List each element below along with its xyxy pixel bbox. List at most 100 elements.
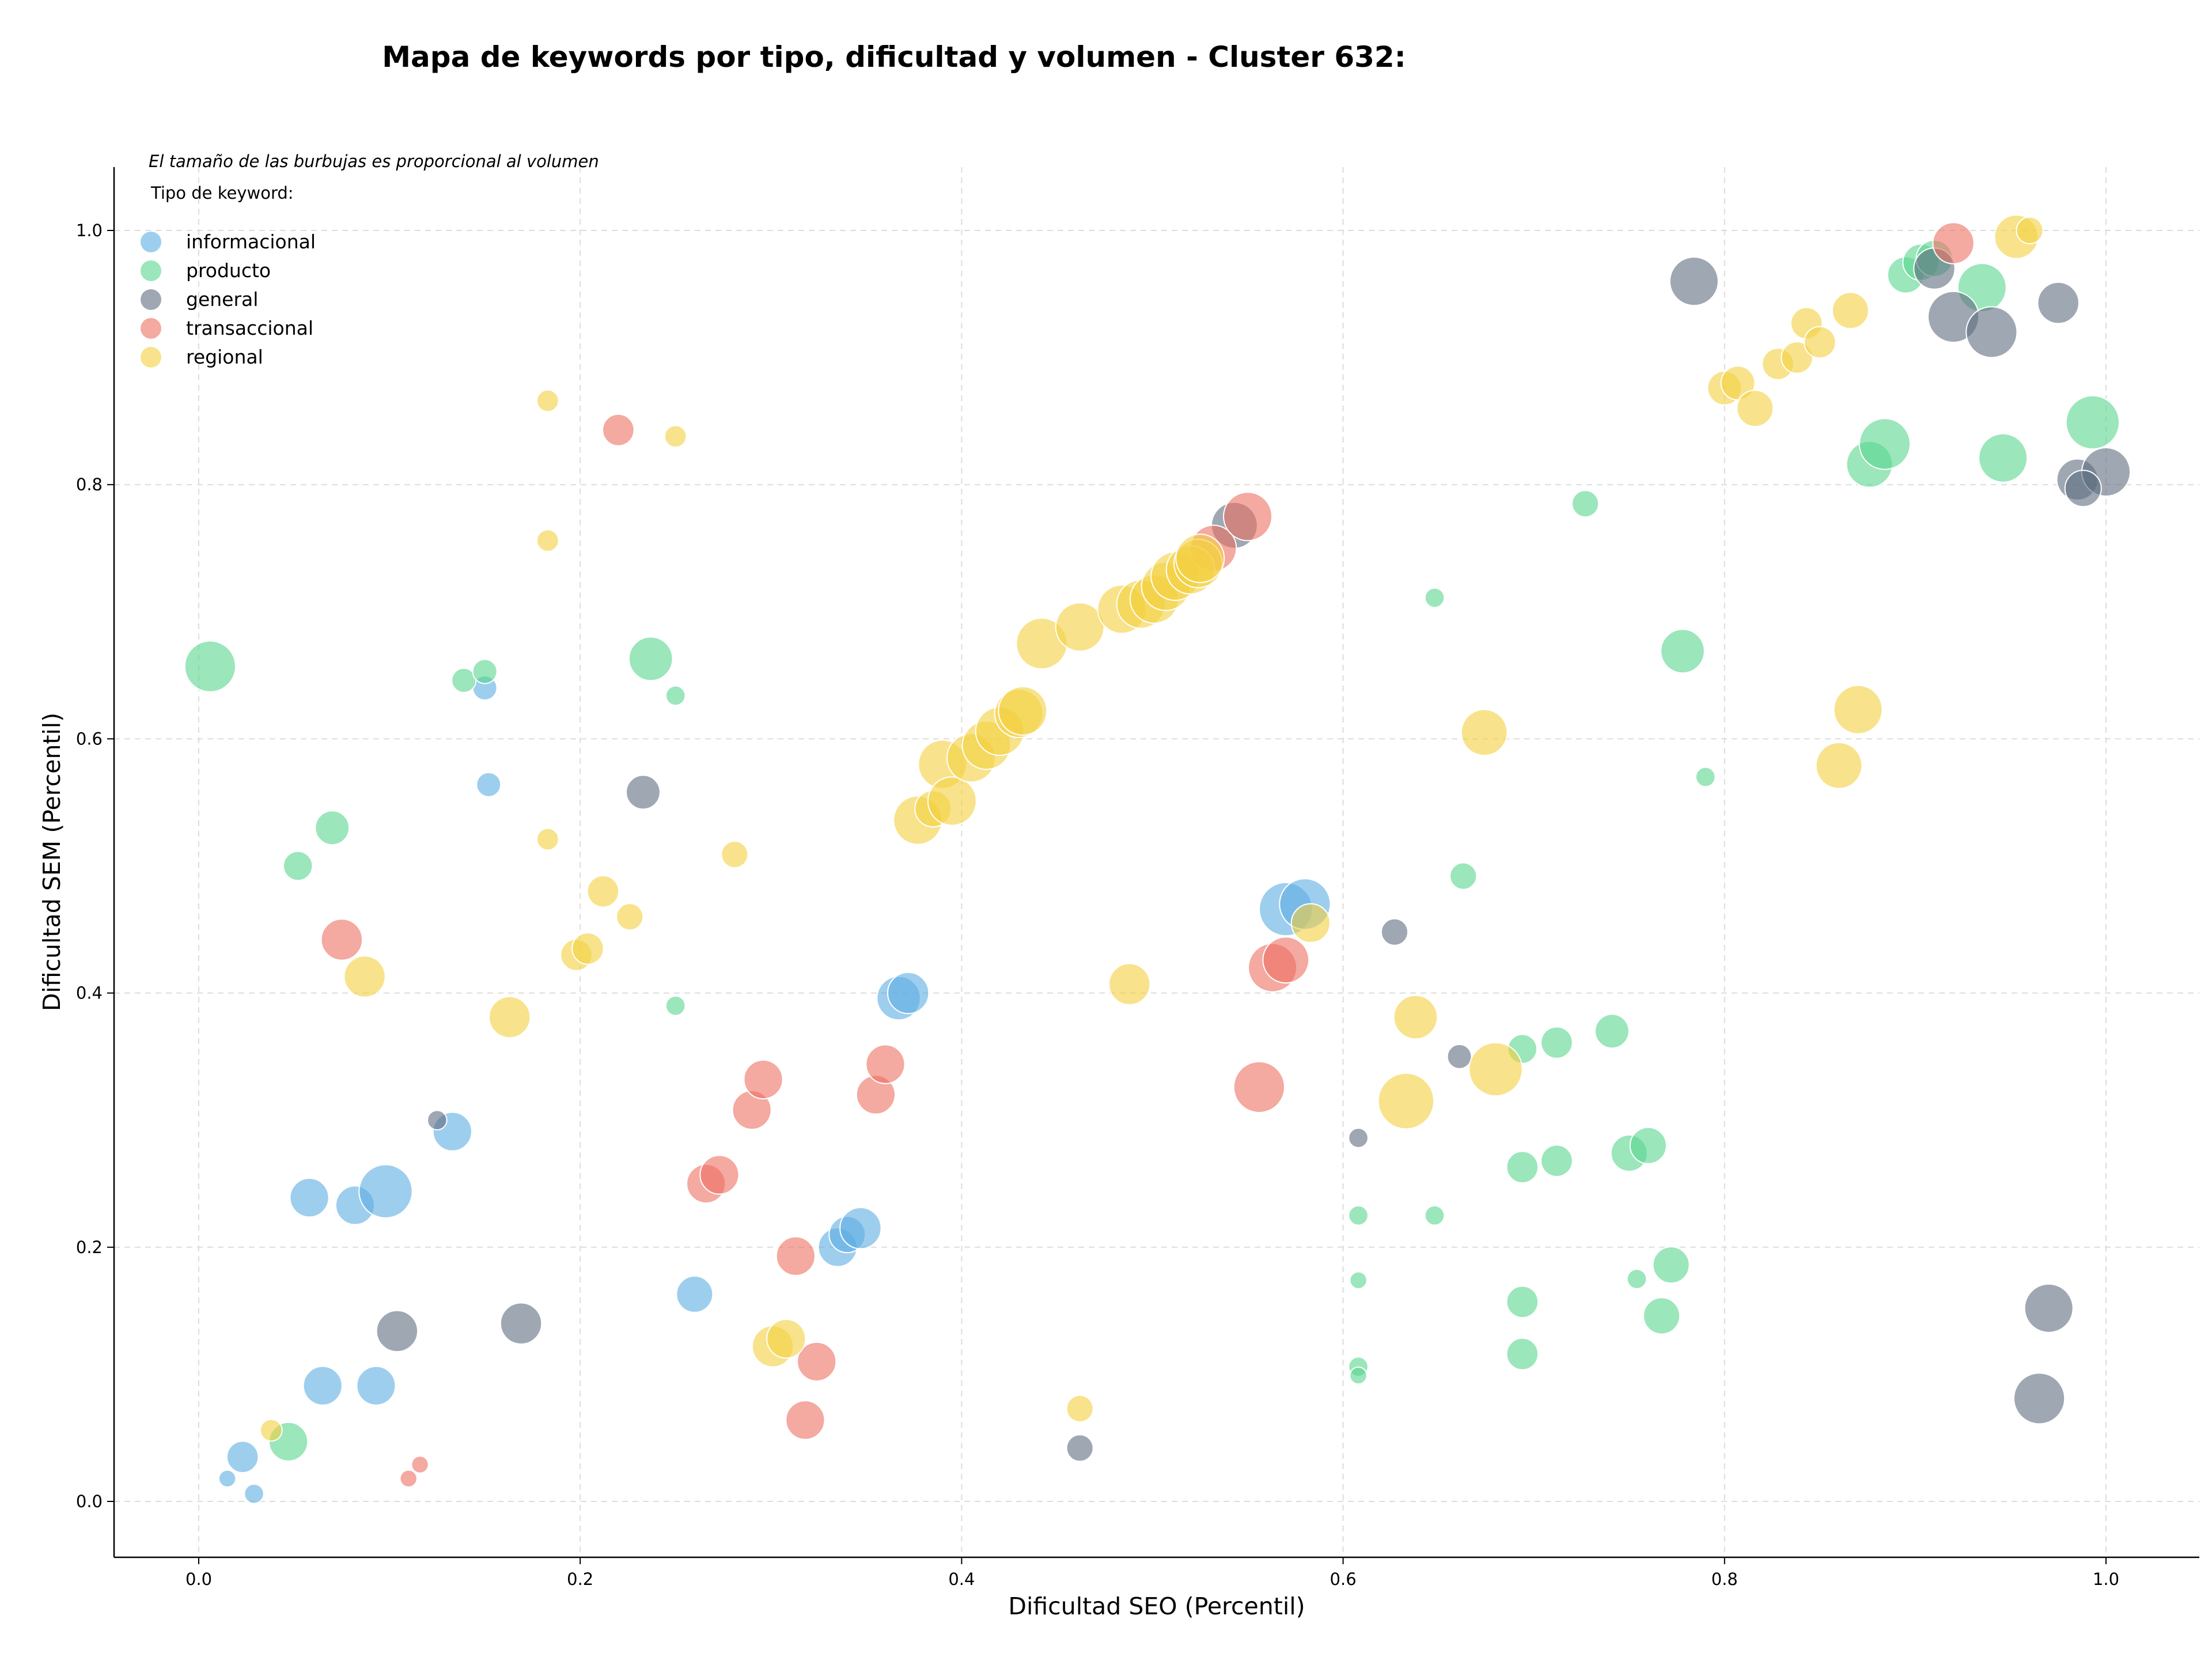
bubble-general: [2013, 1372, 2066, 1425]
bubble-producto: [665, 995, 686, 1016]
bubble-transaccional: [399, 1469, 418, 1488]
series-general: [376, 247, 2131, 1462]
bubble-transaccional: [1233, 1061, 1286, 1113]
bubble-regional: [1833, 684, 1883, 735]
bubble-regional: [1781, 341, 1813, 374]
bubble-transaccional: [797, 1341, 837, 1382]
bubble-general: [1669, 256, 1719, 307]
bubble-informacional: [302, 1365, 343, 1406]
bubble-regional: [766, 1319, 806, 1359]
bubble-producto: [2065, 395, 2120, 450]
legend: El tamaño de las burbujas es proporciona…: [141, 152, 599, 368]
bubble-regional: [488, 996, 531, 1039]
bubble-producto: [1349, 1366, 1368, 1385]
bubble-producto: [315, 810, 350, 846]
bubble-regional: [721, 841, 749, 869]
grid-layer: [114, 167, 2199, 1557]
bubble-informacional: [289, 1178, 329, 1218]
bubble-regional: [998, 686, 1048, 736]
bubble-informacional: [839, 1207, 882, 1250]
bubble-producto: [1626, 1269, 1647, 1289]
bubble-regional: [2016, 216, 2044, 245]
legend-marker-regional: [141, 347, 161, 368]
bubble-general: [1066, 1434, 1094, 1462]
bubble-informacional: [358, 1164, 413, 1219]
bubble-regional: [536, 389, 559, 413]
bubble-general: [499, 1302, 543, 1345]
legend-title: Tipo de keyword:: [150, 183, 294, 203]
bubble-informacional: [218, 1469, 237, 1488]
bubble-informacional: [244, 1483, 264, 1504]
bubble-regional: [1055, 602, 1105, 652]
legend-label-general: general: [186, 288, 258, 311]
bubble-producto: [1506, 1151, 1539, 1184]
bubble-general: [1348, 1127, 1369, 1148]
bubble-transaccional: [1262, 936, 1310, 984]
y-tick-label: 0.4: [76, 983, 103, 1003]
y-tick-label: 0.8: [76, 475, 103, 494]
legend-items: informacional producto general transacciona…: [141, 230, 316, 368]
bubble-informacional: [887, 971, 930, 1015]
bubble-producto: [1424, 1205, 1445, 1226]
legend-marker-general: [141, 289, 161, 310]
bubble-general: [1965, 306, 2018, 358]
series-producto: [184, 240, 2120, 1462]
bubble-regional: [1468, 1042, 1523, 1097]
legend-label-informacional: informacional: [186, 230, 316, 253]
legend-marker-transaccional: [141, 318, 161, 339]
y-tick-label: 0.6: [76, 729, 103, 748]
bubble-producto: [1660, 629, 1705, 674]
x-tick-label: 0.2: [567, 1569, 593, 1589]
bubble-transaccional: [699, 1155, 740, 1195]
bubble-regional: [1804, 326, 1836, 359]
chart-title: Mapa de keywords por tipo, dificultad y …: [382, 40, 1406, 74]
bubble-producto: [472, 659, 498, 684]
bubble-producto: [628, 636, 673, 682]
bubble-transaccional: [602, 414, 635, 447]
bubble-transaccional: [411, 1455, 429, 1474]
bubble-producto: [1424, 587, 1445, 608]
bubble-regional: [586, 875, 620, 908]
bubble-regional: [571, 932, 604, 965]
bubble-general: [2024, 1283, 2074, 1333]
bubble-regional: [259, 1418, 283, 1442]
bubble-producto: [1594, 1013, 1630, 1049]
bubble-general: [1380, 918, 1409, 946]
bubble-informacional: [356, 1365, 396, 1406]
ticks-layer: 0.0 0.2 0.4 0.6 0.8 1.0 0.0 0.2 0.4 0.6 0.8 1.0: [76, 221, 2119, 1589]
bubble-regional: [1290, 903, 1331, 943]
bubble-general: [1446, 1043, 1472, 1069]
bubble-informacional: [676, 1275, 714, 1313]
bubble-regional: [343, 955, 386, 998]
bubble-regional: [1815, 741, 1863, 789]
legend-marker-informacional: [141, 232, 161, 252]
bubble-regional: [1066, 1394, 1094, 1423]
bubble-regional: [616, 903, 644, 931]
bubble-producto: [1643, 1297, 1681, 1335]
bubble-size-note: El tamaño de las burbujas es proporciona…: [149, 152, 599, 171]
bubble-transaccional: [785, 1400, 825, 1440]
bubble-transaccional: [865, 1044, 906, 1084]
bubble-general: [427, 1110, 448, 1130]
bubble-regional: [1175, 534, 1225, 584]
legend-marker-producto: [141, 260, 161, 281]
y-tick-label: 1.0: [76, 221, 103, 240]
bubble-regional: [536, 827, 559, 851]
x-tick-label: 0.6: [1330, 1569, 1357, 1589]
bubble-producto: [1695, 766, 1716, 788]
bubble-regional: [1393, 994, 1438, 1040]
bubble-producto: [1652, 1246, 1690, 1284]
bubble-transaccional: [1223, 491, 1273, 542]
bubble-regional: [927, 776, 977, 826]
legend-label-producto: producto: [186, 259, 271, 282]
bubble-regional: [1460, 709, 1508, 756]
bubble-general: [2064, 470, 2102, 508]
legend-label-regional: regional: [186, 346, 263, 368]
bubble-transaccional: [320, 918, 363, 961]
series-transaccional: [320, 222, 1975, 1488]
bubble-producto: [1571, 490, 1600, 518]
bubble-informacional: [476, 771, 502, 797]
bubble-regional: [1736, 389, 1774, 427]
legend-label-transaccional: transaccional: [186, 317, 313, 339]
